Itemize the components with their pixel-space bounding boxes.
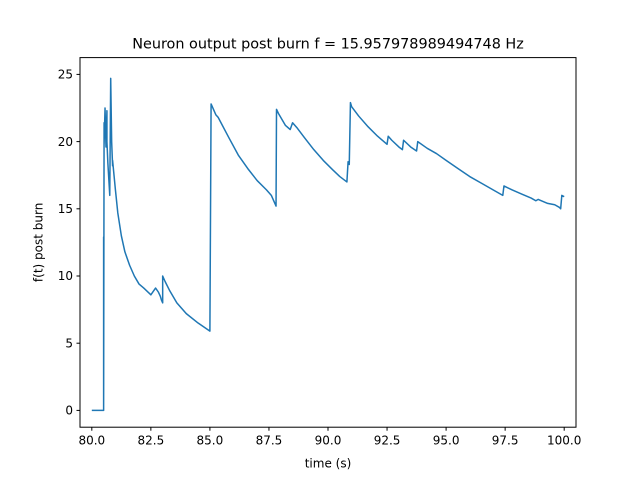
series-line <box>91 77 565 412</box>
axes-frame <box>79 57 577 428</box>
y-tick-label: 25 <box>58 68 73 82</box>
x-tick-label: 95.0 <box>433 434 460 448</box>
x-tick-label: 85.0 <box>197 434 224 448</box>
y-tick-label: 5 <box>65 336 73 350</box>
series-layer <box>91 77 565 412</box>
y-axis-ticks: 0 5 10 15 20 25 <box>58 68 80 418</box>
plot-area: 80.0 82.5 85.0 87.5 90.0 92.5 95.0 97.5 100.0 0 5… <box>58 57 581 448</box>
y-axis-label: f(t) post burn <box>32 203 46 282</box>
y-tick-label: 0 <box>65 404 73 418</box>
x-tick-label: 97.5 <box>492 434 519 448</box>
x-axis-ticks: 80.0 82.5 85.0 87.5 90.0 92.5 95.0 97.5 100.0 <box>78 427 581 448</box>
y-tick-label: 20 <box>58 135 73 149</box>
x-axis-label: time (s) <box>305 457 352 471</box>
x-tick-label: 87.5 <box>256 434 283 448</box>
x-tick-label: 90.0 <box>315 434 342 448</box>
y-tick-label: 15 <box>58 202 73 216</box>
x-tick-label: 80.0 <box>78 434 105 448</box>
x-tick-label: 100.0 <box>547 434 581 448</box>
y-tick-label: 10 <box>58 269 73 283</box>
x-tick-label: 82.5 <box>137 434 164 448</box>
x-tick-label: 92.5 <box>374 434 401 448</box>
chart-title: Neuron output post burn f = 15.957978989… <box>132 37 524 53</box>
